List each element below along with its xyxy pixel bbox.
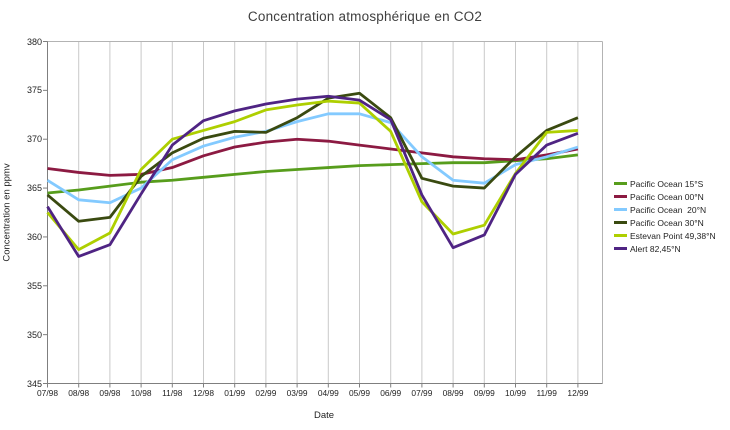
series-line-pacific-ocean-20-n bbox=[46, 112, 579, 205]
legend-label: Pacific Ocean 20°N bbox=[630, 204, 707, 215]
legend-item: Alert 82,45°N bbox=[614, 242, 730, 255]
legend-label: Estevan Point 49,38°N bbox=[630, 230, 716, 241]
x-tick-label: 08/99 bbox=[442, 388, 464, 398]
legend-swatch bbox=[614, 247, 627, 250]
legend-swatch bbox=[614, 221, 627, 224]
y-tick-label: 355 bbox=[26, 280, 42, 291]
x-tick-label: 10/98 bbox=[130, 388, 152, 398]
legend-item: Pacific Ocean 20°N bbox=[614, 203, 730, 216]
legend-swatch bbox=[614, 208, 627, 211]
x-tick-label: 07/98 bbox=[37, 388, 58, 398]
series-line-alert-82-45-n bbox=[46, 94, 579, 258]
y-tick-label: 360 bbox=[26, 231, 42, 242]
x-tick-label: 11/98 bbox=[162, 388, 183, 398]
y-tick-label: 345 bbox=[26, 378, 42, 389]
y-tick-label: 365 bbox=[26, 183, 42, 194]
legend-label: Pacific Ocean 30°N bbox=[630, 217, 704, 228]
x-tick-label: 07/99 bbox=[411, 388, 433, 398]
series-line-pacific-ocean-00-n bbox=[47, 137, 579, 177]
x-tick-label: 09/99 bbox=[473, 388, 495, 398]
chart-title: Concentration atmosphérique en CO2 bbox=[247, 9, 483, 24]
legend-item: Pacific Ocean 30°N bbox=[614, 216, 730, 229]
legend-label: Pacific Ocean 15°S bbox=[630, 178, 704, 189]
x-tick-label: 01/99 bbox=[224, 388, 246, 398]
x-tick-label: 03/99 bbox=[286, 388, 308, 398]
x-tick-label: 05/99 bbox=[349, 388, 370, 398]
x-axis-title: Date bbox=[313, 410, 335, 421]
x-tick-label: 02/99 bbox=[255, 388, 277, 398]
legend-label: Alert 82,45°N bbox=[630, 243, 681, 254]
legend-item: Pacific Ocean 15°S bbox=[614, 177, 730, 190]
x-tick-label: 11/99 bbox=[536, 388, 557, 398]
legend-item: Pacific Ocean 00°N bbox=[614, 190, 730, 203]
y-tick-label: 375 bbox=[26, 85, 42, 96]
x-tick-label: 09/98 bbox=[99, 388, 121, 398]
legend-swatch bbox=[614, 234, 627, 237]
legend-swatch bbox=[614, 195, 627, 198]
x-tick-label: 04/99 bbox=[317, 388, 339, 398]
x-tick-label: 06/99 bbox=[380, 388, 402, 398]
x-tick-label: 12/98 bbox=[193, 388, 214, 398]
series-line-estevan-point-49-38-n bbox=[46, 99, 578, 252]
x-tick-label: 12/99 bbox=[567, 388, 589, 398]
legend-label: Pacific Ocean 00°N bbox=[630, 191, 704, 202]
y-tick-label: 380 bbox=[26, 36, 42, 47]
legend-item: Estevan Point 49,38°N bbox=[614, 229, 730, 242]
x-tick-label: 08/98 bbox=[68, 388, 90, 398]
x-tick-label: 10/99 bbox=[505, 388, 526, 398]
legend-swatch bbox=[614, 182, 627, 185]
legend: Pacific Ocean 15°S Pacific Ocean 00°N Paci… bbox=[614, 177, 730, 255]
y-tick-label: 350 bbox=[26, 329, 42, 340]
y-tick-label: 370 bbox=[26, 134, 42, 145]
